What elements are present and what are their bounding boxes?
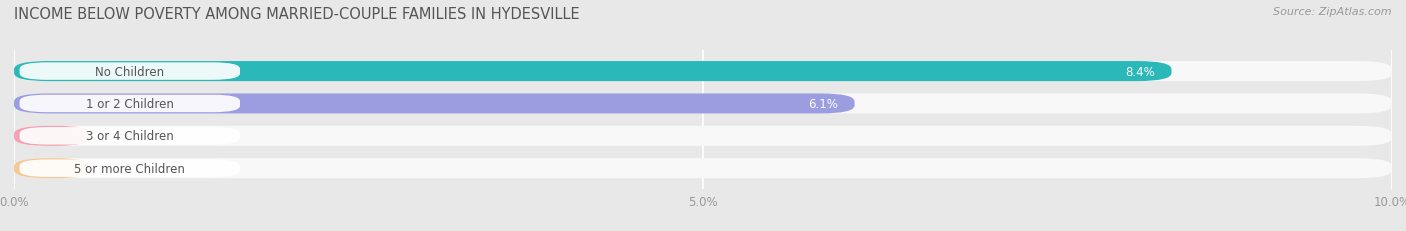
- Text: INCOME BELOW POVERTY AMONG MARRIED-COUPLE FAMILIES IN HYDESVILLE: INCOME BELOW POVERTY AMONG MARRIED-COUPL…: [14, 7, 579, 22]
- Text: 0.0%: 0.0%: [115, 130, 145, 143]
- Text: 5 or more Children: 5 or more Children: [75, 162, 186, 175]
- FancyBboxPatch shape: [14, 158, 90, 179]
- FancyBboxPatch shape: [20, 128, 240, 145]
- FancyBboxPatch shape: [14, 126, 1392, 146]
- Text: 0.0%: 0.0%: [115, 162, 145, 175]
- FancyBboxPatch shape: [14, 126, 90, 146]
- Text: 1 or 2 Children: 1 or 2 Children: [86, 97, 174, 110]
- FancyBboxPatch shape: [14, 158, 1392, 179]
- Text: 3 or 4 Children: 3 or 4 Children: [86, 130, 174, 143]
- Text: No Children: No Children: [96, 65, 165, 78]
- FancyBboxPatch shape: [20, 95, 240, 113]
- FancyBboxPatch shape: [20, 63, 240, 80]
- FancyBboxPatch shape: [14, 94, 1392, 114]
- Text: 6.1%: 6.1%: [808, 97, 838, 110]
- FancyBboxPatch shape: [20, 160, 240, 177]
- FancyBboxPatch shape: [14, 62, 1171, 82]
- Text: Source: ZipAtlas.com: Source: ZipAtlas.com: [1274, 7, 1392, 17]
- FancyBboxPatch shape: [14, 94, 855, 114]
- FancyBboxPatch shape: [14, 62, 1392, 82]
- Text: 8.4%: 8.4%: [1125, 65, 1154, 78]
